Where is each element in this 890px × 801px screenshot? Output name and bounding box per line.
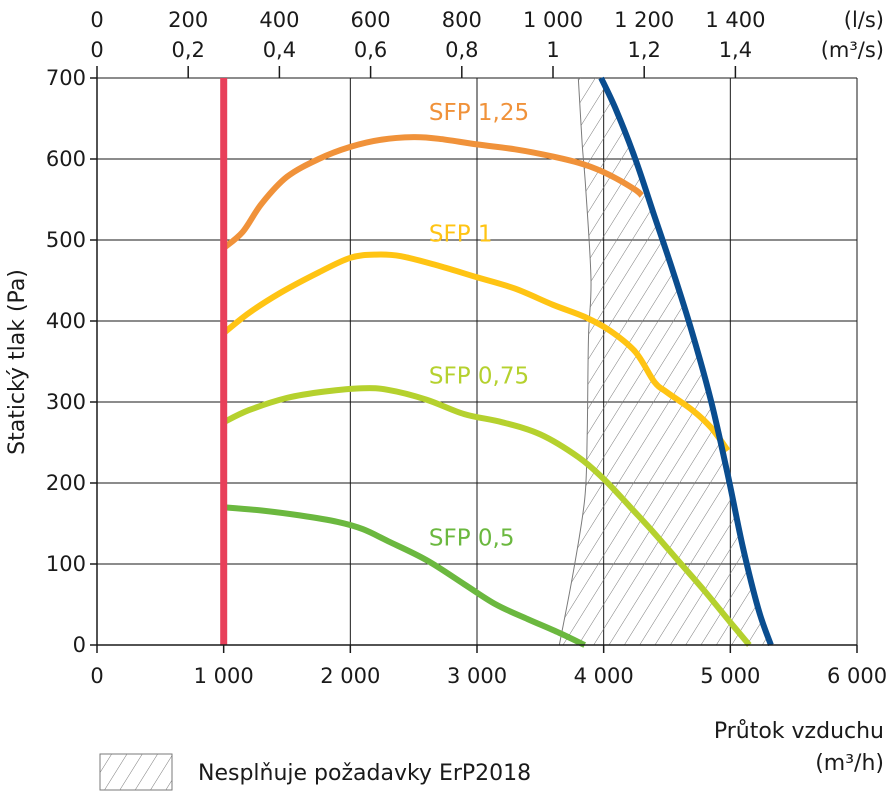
- y-tick-label: 200: [46, 471, 86, 495]
- top-axis-tick-label: 1 000: [523, 8, 583, 32]
- top-axis-tick-label: 0,6: [354, 38, 387, 62]
- curve-label: SFP 1: [429, 222, 493, 248]
- top-axis-tick-label: 600: [351, 8, 391, 32]
- top-axis-tick-label: 0,8: [445, 38, 478, 62]
- x-tick-label: 2 000: [320, 664, 380, 688]
- y-tick-label: 300: [46, 390, 86, 414]
- series-line-sfp-0-75: [222, 385, 752, 647]
- series-line-sfp-1: [221, 251, 731, 453]
- curve-label: SFP 1,25: [429, 100, 529, 126]
- annotation-layer: SFP 1,25 SFP 1 SFP 0,75 SFP 0,5: [429, 100, 529, 551]
- legend-swatch: [99, 753, 173, 791]
- x-tick-label: 6 000: [827, 664, 887, 688]
- x-tick-label: 4 000: [574, 664, 634, 688]
- curve-label: SFP 0,75: [429, 363, 529, 389]
- series-layer: [220, 76, 774, 648]
- top-axis-unit: (l/s): [844, 8, 884, 32]
- hatched-region-layer: [558, 77, 771, 646]
- top-axis-tick-label: 800: [442, 8, 482, 32]
- top-axis-unit: (m³/s): [821, 38, 884, 62]
- top-axis-tick-label: 1: [546, 38, 559, 62]
- top-axis-tick-label: 400: [259, 8, 299, 32]
- x-tick-label: 0: [90, 664, 103, 688]
- y-tick-label: 100: [46, 552, 86, 576]
- hatched-region-boundary: [558, 77, 592, 646]
- top-axis-tick-label: 1,4: [719, 38, 752, 62]
- top-axis-tick-label: 0: [90, 38, 103, 62]
- top-axis-tick-label: 1 200: [614, 8, 674, 32]
- y-axis-title: Statický tlak (Pa): [5, 269, 30, 455]
- y-tick-label: 0: [73, 633, 86, 657]
- y-tick-label: 400: [46, 309, 86, 333]
- x-tick-label: 1 000: [194, 664, 254, 688]
- series-line-sfp-1-25: [221, 134, 644, 251]
- top-axis-tick-label: 1,2: [627, 38, 660, 62]
- y-tick-label: 700: [46, 66, 86, 90]
- y-tick-label: 500: [46, 228, 86, 252]
- y-tick-label: 600: [46, 147, 86, 171]
- legend: Nesplňuje požadavky ErP2018: [99, 753, 531, 791]
- legend-label: Nesplňuje požadavky ErP2018: [198, 761, 531, 786]
- x-tick-label: 5 000: [700, 664, 760, 688]
- series-line-5: [598, 76, 774, 647]
- x-axis-title: Průtok vzduchu: [714, 719, 884, 744]
- curve-label: SFP 0,5: [429, 525, 515, 551]
- x-axis-unit: (m³/h): [815, 751, 884, 776]
- top-axis-tick-label: 200: [168, 8, 208, 32]
- hatched-region: [559, 78, 771, 645]
- top-axis-tick-label: 0: [90, 8, 103, 32]
- top-axis-tick-label: 0,2: [171, 38, 204, 62]
- top-axis-tick-label: 1 400: [705, 8, 765, 32]
- top-axis-tick-label: 0,4: [263, 38, 296, 62]
- series-line-sfp-0-5: [223, 504, 586, 648]
- x-tick-label: 3 000: [447, 664, 507, 688]
